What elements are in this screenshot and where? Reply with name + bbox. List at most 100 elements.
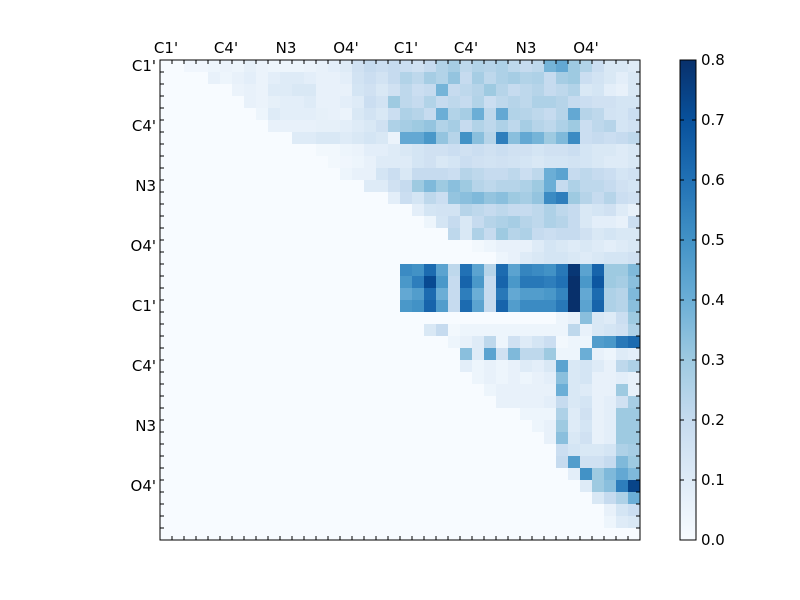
heatmap-cell [544, 384, 557, 397]
heatmap-cell [496, 108, 509, 121]
heatmap-cell [424, 348, 437, 361]
heatmap-cell [628, 492, 641, 505]
heatmap-cell [448, 228, 461, 241]
heatmap-cell [244, 204, 257, 217]
heatmap-cell [472, 360, 485, 373]
heatmap-cell [184, 432, 197, 445]
heatmap-cell [364, 516, 377, 529]
heatmap-cell [568, 360, 581, 373]
heatmap-cell [376, 372, 389, 385]
heatmap-cell [532, 348, 545, 361]
heatmap-cell [292, 312, 305, 325]
heatmap-cell [484, 420, 497, 433]
heatmap-cell [532, 492, 545, 505]
heatmap-cell [208, 312, 221, 325]
x-tick-label: C4' [454, 39, 478, 57]
heatmap-cell [568, 156, 581, 169]
heatmap-cell [580, 360, 593, 373]
heatmap-cell [268, 288, 281, 301]
heatmap-cell [496, 264, 509, 277]
heatmap-cell [460, 420, 473, 433]
heatmap-cell [172, 192, 185, 205]
heatmap-cell [412, 324, 425, 337]
heatmap-cell [532, 384, 545, 397]
heatmap-cell [232, 108, 245, 121]
heatmap-cell [208, 60, 221, 73]
heatmap-cell [424, 384, 437, 397]
heatmap-cell [208, 240, 221, 253]
heatmap-cell [388, 216, 401, 229]
heatmap-cell [412, 192, 425, 205]
heatmap-cell [424, 60, 437, 73]
heatmap-cell [556, 396, 569, 409]
heatmap-cell [244, 156, 257, 169]
heatmap-cell [196, 468, 209, 481]
heatmap-cell [256, 420, 269, 433]
heatmap-cell [328, 456, 341, 469]
heatmap-cell [352, 312, 365, 325]
heatmap-cell [556, 192, 569, 205]
heatmap-cell [328, 420, 341, 433]
heatmap-cell [304, 288, 317, 301]
heatmap-cell [316, 480, 329, 493]
heatmap-cell [304, 480, 317, 493]
heatmap-cell [328, 120, 341, 133]
heatmap-cells [160, 60, 641, 541]
heatmap-cell [472, 444, 485, 457]
heatmap-cell [172, 456, 185, 469]
heatmap-cell [160, 384, 173, 397]
heatmap-cell [268, 168, 281, 181]
heatmap-cell [328, 528, 341, 541]
heatmap-cell [292, 168, 305, 181]
heatmap-cell [484, 336, 497, 349]
heatmap-cell [568, 216, 581, 229]
heatmap-cell [388, 528, 401, 541]
heatmap-cell [628, 60, 641, 73]
heatmap-cell [256, 468, 269, 481]
heatmap-cell [208, 396, 221, 409]
heatmap-cell [328, 396, 341, 409]
heatmap-cell [244, 372, 257, 385]
heatmap-cell [196, 504, 209, 517]
heatmap-cell [412, 264, 425, 277]
heatmap-cell [160, 240, 173, 253]
colorbar-tick-label: 0.8 [701, 51, 725, 69]
heatmap-cell [592, 216, 605, 229]
heatmap-cell [544, 480, 557, 493]
heatmap-cell [448, 384, 461, 397]
heatmap-cell [508, 504, 521, 517]
heatmap-cell [604, 204, 617, 217]
heatmap-cell [244, 192, 257, 205]
heatmap-cell [508, 480, 521, 493]
heatmap-cell [220, 504, 233, 517]
heatmap-cell [268, 240, 281, 253]
heatmap-cell [436, 216, 449, 229]
heatmap-cell [508, 252, 521, 265]
heatmap-cell [304, 144, 317, 157]
heatmap-cell [580, 456, 593, 469]
heatmap-cell [508, 144, 521, 157]
heatmap-cell [220, 516, 233, 529]
heatmap-cell [472, 528, 485, 541]
heatmap-cell [448, 192, 461, 205]
heatmap-cell [232, 396, 245, 409]
heatmap-cell [484, 144, 497, 157]
heatmap-cell [532, 528, 545, 541]
heatmap-cell [184, 72, 197, 85]
heatmap-cell [460, 108, 473, 121]
heatmap-cell [496, 408, 509, 421]
heatmap-cell [532, 288, 545, 301]
heatmap-cell [400, 420, 413, 433]
heatmap-cell [160, 264, 173, 277]
heatmap-cell [520, 192, 533, 205]
heatmap-cell [448, 456, 461, 469]
heatmap-cell [580, 408, 593, 421]
heatmap-cell [496, 288, 509, 301]
heatmap-cell [616, 228, 629, 241]
heatmap-cell [628, 192, 641, 205]
heatmap-cell [184, 300, 197, 313]
heatmap-cell [172, 276, 185, 289]
heatmap-cell [556, 120, 569, 133]
heatmap-cell [304, 348, 317, 361]
heatmap-cell [172, 228, 185, 241]
